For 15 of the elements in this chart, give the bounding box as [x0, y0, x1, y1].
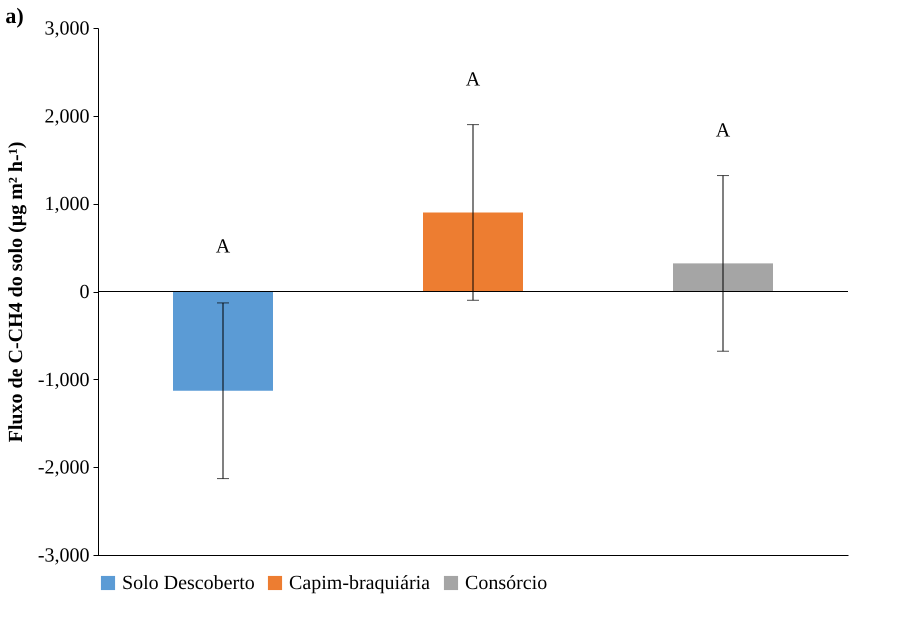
annotation: A [216, 236, 231, 258]
chart-title: a) [5, 3, 24, 28]
y-tick-label: -1,000 [38, 368, 90, 391]
y-tick-label: 0 [80, 281, 90, 303]
y-tick-label: -3,000 [38, 544, 90, 566]
annotation: A [716, 120, 731, 142]
legend-label: Consórcio [465, 572, 548, 594]
y-tick-label: 1,000 [44, 193, 90, 216]
legend-label: Solo Descoberto [122, 572, 255, 594]
y-tick-label: -2,000 [38, 456, 90, 479]
legend-label: Capim-braquiária [289, 572, 430, 594]
y-tick-label: 3,000 [44, 18, 90, 40]
y-tick-label: 2,000 [44, 105, 90, 128]
annotation: A [466, 68, 481, 91]
y-axis-title: Fluxo de C-CH4 do solo (µg m² h-¹) [4, 142, 27, 442]
